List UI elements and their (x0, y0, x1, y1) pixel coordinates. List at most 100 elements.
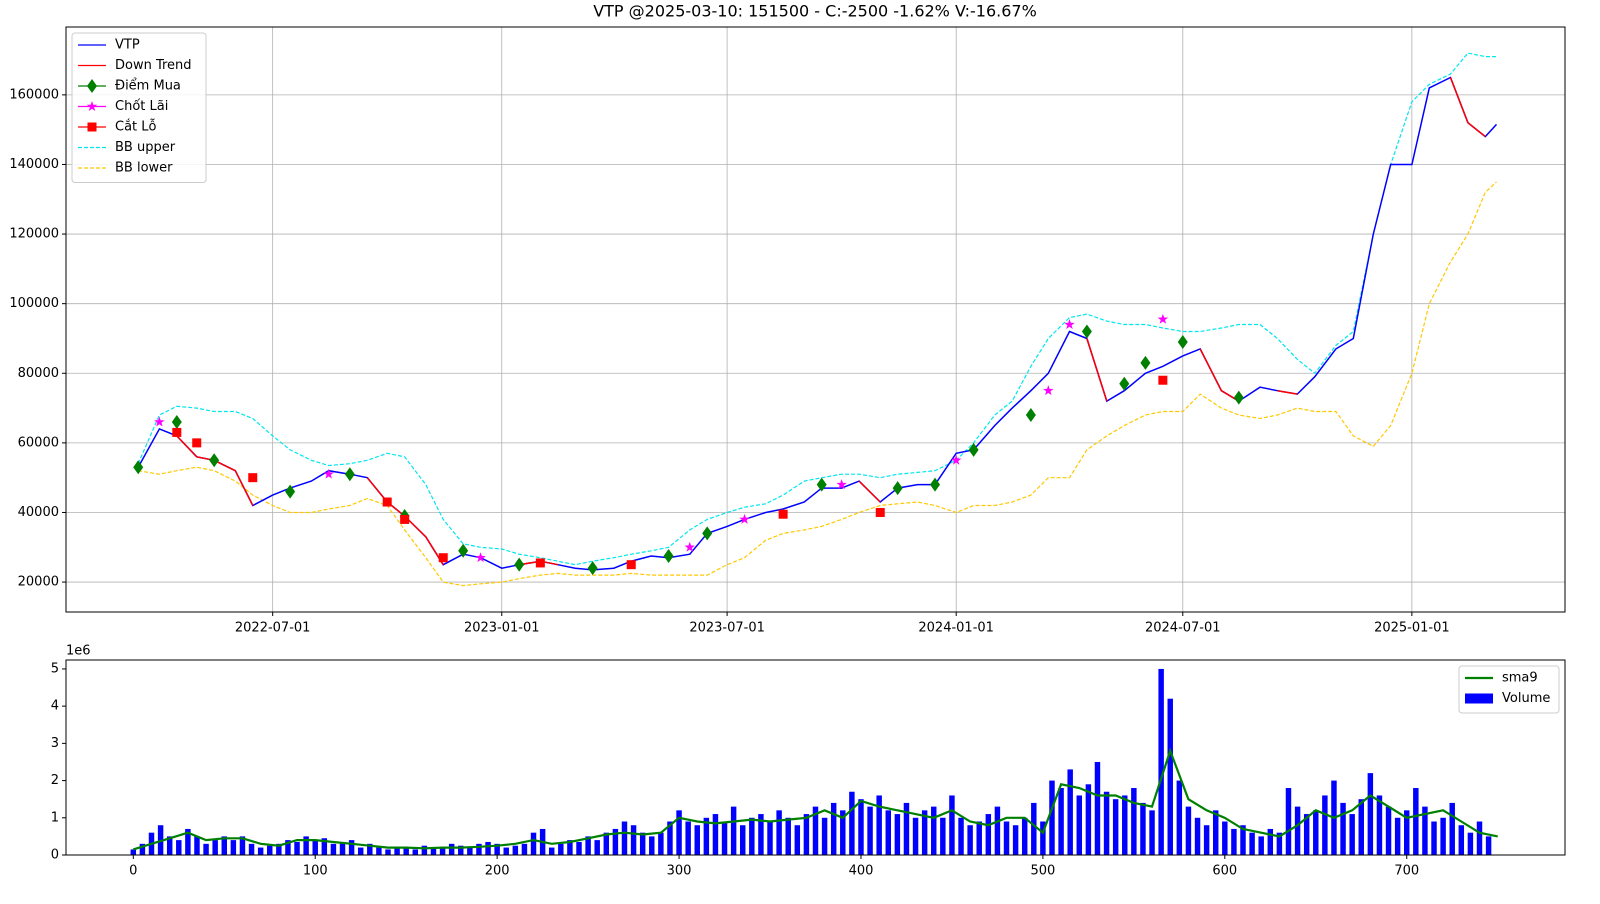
volume-bar (1485, 836, 1492, 855)
buy-marker (458, 543, 469, 558)
volume-bar (203, 843, 209, 855)
volume-bar (312, 840, 318, 855)
take-profit-marker (836, 479, 847, 490)
volume-bar (357, 847, 364, 855)
volume-bar (967, 825, 973, 855)
volume-bar (267, 845, 273, 855)
take-profit-marker (950, 454, 962, 465)
volume-bar (239, 836, 246, 855)
volume-bar (1394, 817, 1401, 855)
volume-bar (1122, 795, 1128, 855)
buy-marker (587, 561, 598, 576)
volume-bar (1376, 795, 1383, 855)
volume-bar (476, 843, 482, 855)
volume-bar (1340, 802, 1346, 855)
volume-bar (221, 836, 227, 855)
price-line (176, 77, 1486, 566)
volume-bar (985, 814, 992, 855)
volume-bar (1285, 788, 1292, 855)
y-tick-label: 140000 (9, 157, 59, 172)
volume-bar (630, 825, 637, 855)
buy-marker (968, 442, 979, 457)
axes-frame (65, 659, 1566, 856)
buy-marker (1140, 355, 1151, 370)
buy-marker (663, 548, 674, 563)
volume-bar (667, 821, 673, 855)
buy-marker (1025, 408, 1036, 423)
volume-bar (558, 843, 564, 855)
volume-bar (703, 817, 710, 855)
y-tick-label: 60000 (18, 435, 59, 450)
volume-bar (1322, 795, 1328, 855)
y-tick-label: 5 (51, 661, 59, 676)
y-tick-label: 80000 (18, 366, 59, 381)
volume-bar (1313, 810, 1319, 855)
legend-box (71, 32, 207, 183)
volume-bar (230, 840, 237, 855)
take-profit-marker (154, 416, 165, 427)
y-tick-label: 4 (51, 699, 59, 714)
volume-bar (321, 838, 328, 855)
legend-label: Cắt Lỗ (115, 120, 157, 135)
volume-bar (1058, 788, 1064, 855)
volume-bar (603, 832, 610, 855)
buy-marker (87, 79, 97, 93)
volume-bar (1094, 761, 1101, 855)
x-tick-label: 100 (303, 864, 328, 879)
volume-bar (694, 825, 700, 855)
stop-loss-marker (778, 509, 788, 519)
volume-bar (367, 843, 373, 855)
volume-bar (330, 843, 337, 855)
volume-bar (1176, 780, 1183, 855)
take-profit-marker (475, 552, 486, 563)
volume-bar (394, 847, 400, 855)
chart-title: VTP @2025-03-10: 151500 - C:-2500 -1.62%… (593, 2, 1037, 21)
stop-loss-marker (1158, 375, 1168, 385)
volume-bar (130, 849, 137, 855)
take-profit-marker (1043, 385, 1054, 396)
volume-bar (749, 817, 755, 855)
x-tick-label: 2025-01-01 (1374, 621, 1450, 636)
take-profit-marker (86, 101, 98, 111)
x-tick-label: 2024-01-01 (918, 621, 994, 636)
volume-bar (530, 832, 537, 855)
volume-bar (1367, 773, 1374, 855)
volume-bar (567, 840, 573, 855)
volume-bar (1131, 788, 1137, 855)
volume-bar (794, 825, 801, 855)
volume-bar (139, 843, 146, 855)
volume-bar (585, 836, 591, 855)
legend-label: Volume (1502, 691, 1550, 706)
volume-bar (1431, 821, 1437, 855)
legend-swatch (1465, 693, 1493, 704)
volume-bar (1476, 821, 1483, 855)
legend-label: Down Trend (115, 58, 192, 73)
volume-bar (1167, 698, 1173, 855)
volume-bar (849, 791, 855, 855)
legend-label: VTP (115, 38, 140, 53)
volume-bar (1449, 802, 1455, 855)
volume-bar (1404, 810, 1410, 855)
volume-bar (639, 832, 646, 855)
volume-bar (940, 817, 946, 855)
volume-bar (458, 845, 464, 855)
buy-marker (1233, 390, 1244, 405)
legend-label: Điểm Mua (115, 79, 181, 94)
volume-bar (858, 799, 864, 855)
volume-bar (712, 814, 719, 855)
volume-bar (1258, 836, 1264, 855)
volume-bar (194, 836, 200, 855)
volume-bar (1103, 791, 1110, 855)
volume-bar (1012, 825, 1019, 855)
volume-bar (385, 849, 391, 855)
y-tick-label: 160000 (9, 87, 59, 102)
price-line (138, 181, 1497, 587)
volume-bar (276, 843, 282, 855)
volume-bar (767, 821, 773, 855)
x-tick-label: 2023-01-01 (464, 621, 540, 636)
y-tick-label: 40000 (18, 505, 59, 520)
legend-label: BB upper (115, 140, 176, 155)
price-line (137, 76, 1498, 571)
volume-bar (867, 806, 873, 855)
y-tick-label: 0 (51, 848, 59, 863)
